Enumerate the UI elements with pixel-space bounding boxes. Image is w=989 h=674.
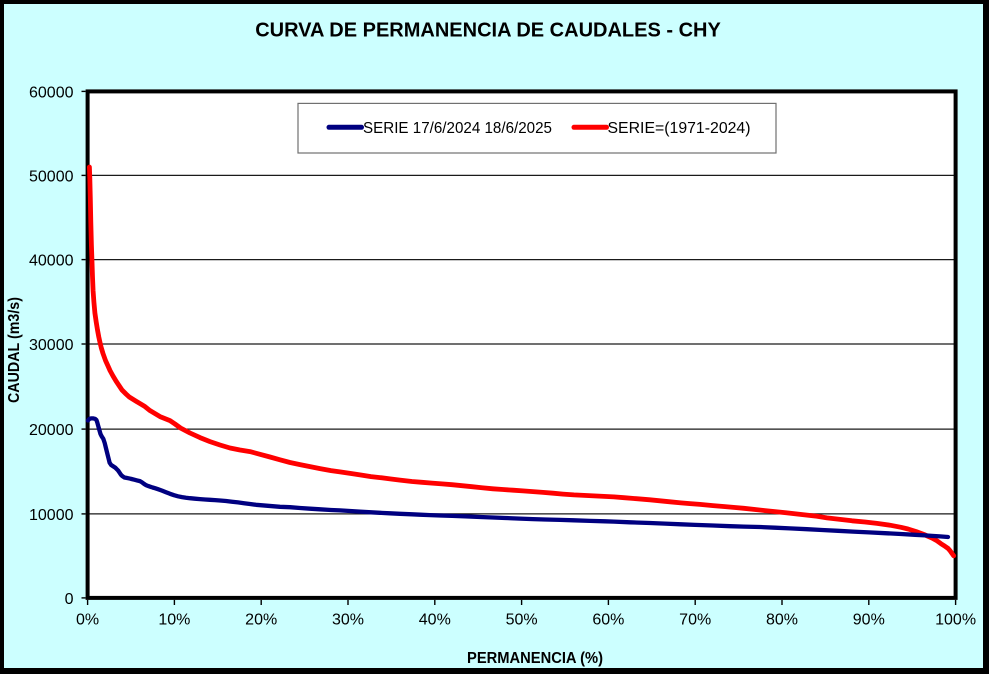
svg-text:30000: 30000 <box>29 337 74 354</box>
svg-text:60000: 60000 <box>29 84 74 101</box>
svg-text:50000: 50000 <box>29 168 74 185</box>
svg-text:60%: 60% <box>592 612 624 629</box>
svg-text:70%: 70% <box>679 612 711 629</box>
svg-text:40000: 40000 <box>29 253 74 270</box>
svg-text:SERIE=(1971-2024): SERIE=(1971-2024) <box>608 120 751 137</box>
svg-text:0%: 0% <box>76 612 99 629</box>
svg-text:SERIE 17/6/2024 18/6/2025: SERIE 17/6/2024 18/6/2025 <box>363 120 552 137</box>
svg-text:30%: 30% <box>332 612 364 629</box>
svg-text:80%: 80% <box>766 612 798 629</box>
svg-text:40%: 40% <box>419 612 451 629</box>
svg-text:10%: 10% <box>158 612 190 629</box>
svg-text:10000: 10000 <box>29 507 74 524</box>
svg-text:20%: 20% <box>245 612 277 629</box>
svg-text:CAUDAL (m3/s): CAUDAL (m3/s) <box>6 297 23 403</box>
svg-text:20000: 20000 <box>29 422 74 439</box>
svg-text:0: 0 <box>65 591 74 608</box>
svg-text:CURVA DE PERMANENCIA DE CAUDAL: CURVA DE PERMANENCIA DE CAUDALES - CHY <box>255 20 721 42</box>
svg-text:50%: 50% <box>506 612 538 629</box>
svg-text:90%: 90% <box>853 612 885 629</box>
svg-text:PERMANENCIA (%): PERMANENCIA (%) <box>467 650 603 667</box>
svg-text:100%: 100% <box>935 612 976 629</box>
